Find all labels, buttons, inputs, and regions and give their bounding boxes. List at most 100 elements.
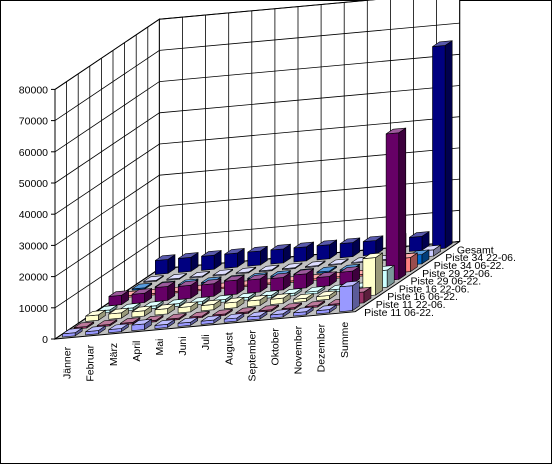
bar <box>166 312 187 322</box>
bar <box>328 258 349 266</box>
bar <box>62 327 83 338</box>
bar <box>235 266 257 275</box>
bar <box>189 270 210 279</box>
y-tick-label: 50000 <box>19 178 48 190</box>
series-label: Piste 16 06-22. <box>387 291 458 303</box>
bar <box>154 303 175 316</box>
series-label: Piste 34 06-22. <box>434 260 505 272</box>
y-tick-label: 70000 <box>19 116 48 128</box>
bar <box>316 239 338 261</box>
bar <box>247 294 268 308</box>
bar <box>224 247 245 269</box>
category-label: Februar <box>85 344 97 381</box>
bar <box>247 245 268 267</box>
bar <box>293 292 314 303</box>
bar <box>177 316 198 327</box>
y-tick-label: 10000 <box>19 303 48 315</box>
bar <box>316 290 337 301</box>
category-label: Juni <box>177 336 189 355</box>
bar <box>293 268 314 290</box>
bar <box>154 281 176 302</box>
bar <box>281 262 303 271</box>
category-label: April <box>131 341 143 362</box>
category-label: September <box>246 330 258 382</box>
chart-gridlines <box>51 0 461 340</box>
bar <box>270 292 291 305</box>
bar <box>339 265 360 286</box>
chart-labels: 0 10000 20000 30000 40000 50000 60000 70000 8000… <box>19 84 516 381</box>
bar <box>316 271 337 288</box>
category-label: Juli <box>200 334 212 350</box>
bar <box>143 300 164 310</box>
category-label: November <box>293 325 305 374</box>
bar <box>73 321 95 330</box>
bar <box>339 237 361 259</box>
bar <box>201 278 222 298</box>
bar <box>155 254 176 275</box>
category-label: Summe <box>339 322 351 358</box>
series-label: Piste 11 22-06. <box>376 299 446 311</box>
category-label: Oktober <box>270 328 282 366</box>
bar <box>385 127 407 281</box>
bar <box>178 252 199 273</box>
series-label: Piste 29 06-22. <box>411 276 482 288</box>
bar <box>247 273 268 294</box>
chart-bars <box>62 40 453 338</box>
y-tick-label: 60000 <box>19 147 48 159</box>
bar <box>131 305 152 318</box>
bar <box>131 282 153 291</box>
bar <box>224 274 245 296</box>
bar <box>166 272 187 281</box>
bar <box>316 304 337 315</box>
bar <box>270 272 291 292</box>
bar <box>212 268 233 277</box>
series-label: Piste 16 22-06. <box>399 283 470 295</box>
bar <box>224 296 245 310</box>
y-tick-label: 40000 <box>19 209 48 221</box>
bar <box>223 312 245 323</box>
bar <box>258 264 280 273</box>
bar <box>177 301 199 314</box>
bar <box>432 40 453 250</box>
bar <box>362 252 383 297</box>
bar <box>201 249 222 271</box>
bar <box>409 231 430 252</box>
bar <box>362 235 384 257</box>
bar <box>304 285 326 296</box>
y-tick-label: 30000 <box>19 240 48 252</box>
back-wall <box>158 0 461 270</box>
category-label: Jänner <box>62 346 74 379</box>
series-label: Piste 29 22-06. <box>422 268 493 280</box>
bar <box>85 325 106 336</box>
bar <box>293 306 314 317</box>
y-tick-label: 0 <box>42 334 48 346</box>
bar <box>131 318 152 332</box>
bar <box>339 280 360 313</box>
bar <box>305 260 326 269</box>
bar <box>143 275 164 283</box>
bar <box>177 279 199 300</box>
series-label: Gesamt <box>457 244 494 256</box>
category-label: März <box>108 343 120 366</box>
bar <box>247 310 268 321</box>
category-label: Dezember <box>316 323 328 372</box>
category-label: August <box>223 332 235 365</box>
bar <box>108 323 129 334</box>
bar <box>131 287 152 305</box>
category-label: Mai <box>154 339 166 356</box>
bar <box>293 241 314 263</box>
series-label: Piste 34 22-06. <box>445 252 516 264</box>
bar <box>120 317 141 326</box>
bar <box>108 307 129 320</box>
bar <box>154 319 175 329</box>
y-tick-label: 20000 <box>19 272 48 284</box>
bar <box>270 308 291 319</box>
bar <box>108 290 129 307</box>
bar <box>200 299 222 312</box>
y-tick-label: 80000 <box>19 84 48 96</box>
bar <box>270 243 291 265</box>
bar <box>304 300 326 309</box>
bar <box>85 309 106 322</box>
bar <box>200 314 222 325</box>
